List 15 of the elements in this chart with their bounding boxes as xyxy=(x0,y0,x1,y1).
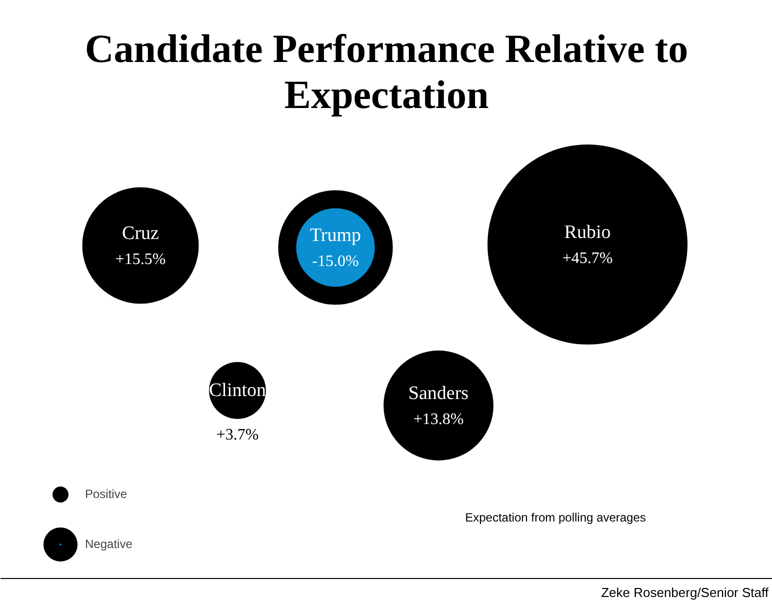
data-label: +3.7% xyxy=(216,426,259,444)
text: Candidate Performance Relative to Expectation xyxy=(84,26,688,117)
legend-label: Positive xyxy=(85,487,128,501)
category-label: Trump xyxy=(310,225,362,246)
category-label: Clinton xyxy=(208,380,267,401)
data-label: -15.0% xyxy=(312,253,359,270)
data-label: +45.7% xyxy=(562,250,613,267)
category-label: Rubio xyxy=(564,222,611,243)
category-label: Cruz xyxy=(122,223,159,244)
text: Expectation from polling averages xyxy=(465,510,646,524)
data-label: +13.8% xyxy=(413,411,464,428)
legend-label: Negative xyxy=(85,537,132,551)
text: Zeke Rosenberg/Senior Staff xyxy=(601,585,769,600)
data-label: +15.5% xyxy=(115,251,166,268)
category-label: Sanders xyxy=(408,383,469,404)
